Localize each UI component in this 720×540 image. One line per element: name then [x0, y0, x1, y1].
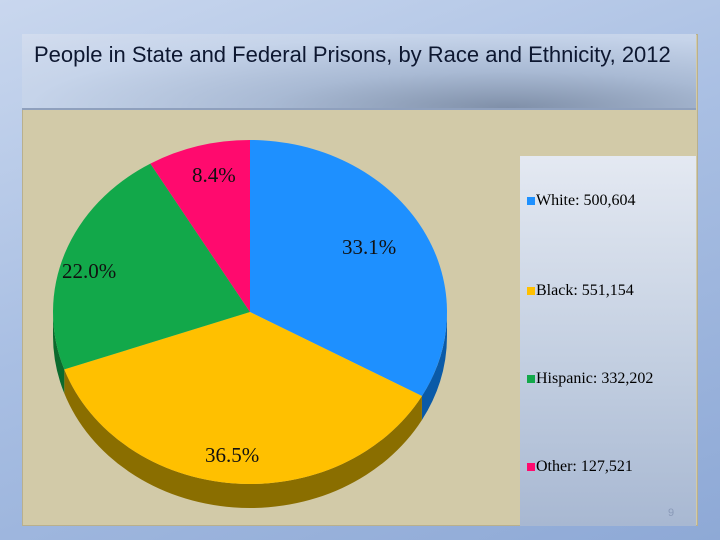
pie-slice-hispanic [53, 163, 251, 370]
chart-title: People in State and Federal Prisons, by … [34, 42, 671, 67]
legend-label-other: Other: 127,521 [536, 458, 633, 475]
title-box: People in State and Federal Prisons, by … [22, 34, 696, 110]
legend-swatch-black [527, 287, 535, 295]
pie-side-hispanic [53, 312, 65, 394]
data-label-white: 33.1% [342, 235, 396, 259]
legend-swatch-other [527, 463, 535, 471]
pie-slice-white [250, 140, 448, 396]
data-label-black: 36.5% [205, 443, 259, 467]
legend-item-other: Other: 127,521 [527, 458, 633, 476]
legend: White: 500,604 Black: 551,154 Hispanic: … [520, 156, 696, 526]
pie-slice-other [150, 140, 250, 312]
pie-slice-black [64, 312, 422, 484]
page-number: 9 [668, 507, 675, 519]
legend-label-hispanic: Hispanic: 332,202 [536, 370, 654, 387]
data-label-hispanic: 22.0% [62, 259, 116, 283]
legend-label-white: White: 500,604 [536, 192, 636, 209]
legend-label-black: Black: 551,154 [536, 282, 634, 299]
legend-swatch-white [527, 197, 535, 205]
data-label-other: 8.4% [192, 163, 236, 187]
legend-item-black: Black: 551,154 [527, 282, 634, 300]
legend-swatch-hispanic [527, 375, 535, 383]
legend-item-hispanic: Hispanic: 332,202 [527, 370, 653, 388]
legend-item-white: White: 500,604 [527, 192, 636, 210]
pie-side-white [421, 312, 447, 420]
pie-side-black [64, 369, 422, 508]
